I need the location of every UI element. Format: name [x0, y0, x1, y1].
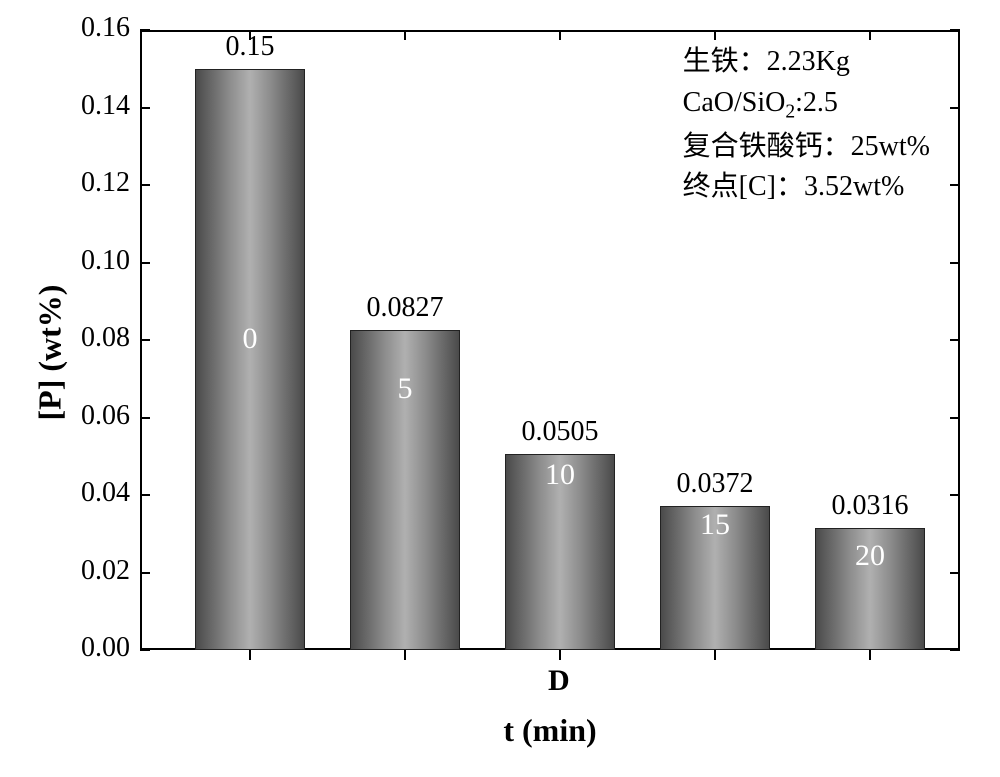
y-tick-label: 0.16 [50, 12, 130, 44]
y-tick [950, 107, 960, 109]
x-tick [714, 650, 716, 660]
y-tick [140, 107, 150, 109]
x-tick-top [559, 30, 561, 40]
bar-inner-label: 15 [660, 508, 770, 542]
bar [195, 69, 305, 650]
y-tick [950, 417, 960, 419]
y-tick [950, 649, 960, 651]
bar-value-label: 0.0505 [485, 416, 635, 448]
info-line: CaO/SiO2:2.5 [683, 83, 930, 127]
y-tick-label: 0.02 [50, 555, 130, 587]
x-tick-top [404, 30, 406, 40]
y-tick [140, 649, 150, 651]
y-tick [140, 339, 150, 341]
y-tick [140, 494, 150, 496]
info-box: 生铁：2.23KgCaO/SiO2:2.5复合铁酸钙：25wt%终点[C]：3.… [683, 42, 930, 208]
y-tick [950, 184, 960, 186]
bar-value-label: 0.0372 [640, 468, 790, 500]
y-tick [140, 262, 150, 264]
x-tick-top [869, 30, 871, 40]
bar-inner-label: 0 [195, 322, 305, 356]
x-tick-top [714, 30, 716, 40]
bar-inner-label: 10 [505, 458, 615, 492]
x-axis-label: t (min) [140, 712, 960, 749]
y-tick [140, 29, 150, 31]
y-tick [950, 339, 960, 341]
bar-chart: 0.000.020.040.060.080.100.120.140.16[P] … [0, 0, 1000, 777]
x-center-letter: D [548, 664, 570, 698]
bar-inner-label: 5 [350, 372, 460, 406]
info-line: 终点[C]：3.52wt% [683, 167, 930, 208]
y-tick [140, 572, 150, 574]
x-tick [559, 650, 561, 660]
y-tick [140, 417, 150, 419]
y-tick [950, 572, 960, 574]
info-line: 生铁：2.23Kg [683, 42, 930, 83]
x-tick [869, 650, 871, 660]
info-line: 复合铁酸钙：25wt% [683, 127, 930, 168]
y-tick-label: 0.12 [50, 167, 130, 199]
y-tick-label: 0.00 [50, 632, 130, 664]
y-axis-label: [P] (wt%) [32, 261, 69, 421]
x-tick [404, 650, 406, 660]
y-tick [950, 262, 960, 264]
bar-value-label: 0.0827 [330, 292, 480, 324]
y-tick [950, 29, 960, 31]
y-tick [950, 494, 960, 496]
bar-value-label: 0.0316 [795, 490, 945, 522]
y-tick-label: 0.14 [50, 90, 130, 122]
x-tick [249, 650, 251, 660]
y-tick [140, 184, 150, 186]
x-tick-top [249, 30, 251, 40]
y-tick-label: 0.04 [50, 477, 130, 509]
bar-inner-label: 20 [815, 539, 925, 573]
